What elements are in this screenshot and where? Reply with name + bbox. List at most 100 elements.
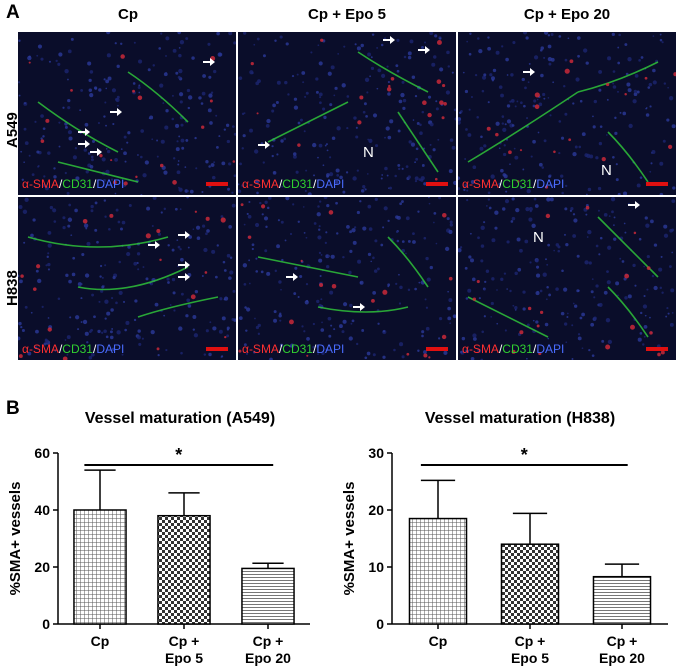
y-tick-label: 20 xyxy=(34,559,50,575)
scale-bar xyxy=(206,182,228,186)
column-header-cp: Cp xyxy=(118,6,138,23)
micrograph-texture xyxy=(238,197,456,360)
y-tick-label: 0 xyxy=(42,616,50,632)
stain-part3: DAPI xyxy=(96,177,125,191)
micrograph-texture xyxy=(458,197,676,360)
white-arrow-icon xyxy=(90,148,102,156)
micrograph-a549-cp: α-SMA/CD31/DAPI xyxy=(18,32,236,195)
stain-legend: α-SMA/CD31/DAPI xyxy=(22,177,124,191)
micrograph-h838-epo20: N α-SMA/CD31/DAPI xyxy=(458,197,676,360)
stain-part2: CD31 xyxy=(502,177,533,191)
stain-legend: α-SMA/CD31/DAPI xyxy=(242,342,344,356)
stain-part2: CD31 xyxy=(282,342,313,356)
significance-star: * xyxy=(521,445,528,465)
bar xyxy=(408,517,468,625)
x-tick-label: Epo 5 xyxy=(511,650,549,666)
scale-bar xyxy=(206,347,228,351)
stain-sep1: / xyxy=(498,342,503,356)
stain-legend: α-SMA/CD31/DAPI xyxy=(22,342,124,356)
white-arrow-icon xyxy=(203,58,215,66)
bar xyxy=(500,543,560,625)
white-arrow-icon xyxy=(258,141,270,149)
x-tick-label: Cp + xyxy=(253,633,284,649)
stain-legend: α-SMA/CD31/DAPI xyxy=(462,177,564,191)
necrosis-label: N xyxy=(533,229,544,246)
white-arrow-icon xyxy=(110,108,122,116)
y-tick-label: 20 xyxy=(368,502,384,518)
micrograph-a549-epo5: N α-SMA/CD31/DAPI xyxy=(238,32,456,195)
white-arrow-icon xyxy=(418,46,430,54)
stain-sep1: / xyxy=(498,177,503,191)
stain-part1: α-SMA xyxy=(462,342,499,356)
stain-sep2: / xyxy=(92,342,97,356)
x-tick-label: Epo 5 xyxy=(165,650,203,666)
y-axis-label: %SMA+ vessels xyxy=(341,482,358,596)
stain-part2: CD31 xyxy=(282,177,313,191)
stain-part1: α-SMA xyxy=(462,177,499,191)
bar xyxy=(73,509,127,625)
bar xyxy=(157,514,211,625)
x-tick-label: Cp + xyxy=(169,633,200,649)
bar xyxy=(592,575,652,625)
significance-star: * xyxy=(175,445,182,465)
y-tick-label: 40 xyxy=(34,502,50,518)
scale-bar xyxy=(426,347,448,351)
stain-part3: DAPI xyxy=(316,342,345,356)
white-arrow-icon xyxy=(286,273,298,281)
stain-sep1: / xyxy=(278,177,283,191)
scale-bar xyxy=(646,347,668,351)
column-header-epo20: Cp + Epo 20 xyxy=(523,6,611,23)
scale-bar xyxy=(426,182,448,186)
white-arrow-icon xyxy=(78,140,90,148)
necrosis-label: N xyxy=(601,162,612,179)
micrograph-a549-epo20: N α-SMA/CD31/DAPI xyxy=(458,32,676,195)
y-tick-label: 30 xyxy=(368,445,384,461)
stain-sep1: / xyxy=(278,342,283,356)
y-tick-label: 60 xyxy=(34,445,50,461)
micrograph-h838-cp: α-SMA/CD31/DAPI xyxy=(18,197,236,360)
white-arrow-icon xyxy=(148,241,160,249)
stain-part2: CD31 xyxy=(62,177,93,191)
stain-sep1: / xyxy=(58,177,63,191)
stain-part3: DAPI xyxy=(316,177,345,191)
stain-part1: α-SMA xyxy=(22,177,59,191)
scale-bar xyxy=(646,182,668,186)
stain-sep2: / xyxy=(532,342,537,356)
white-arrow-icon xyxy=(523,68,535,76)
micrograph-texture xyxy=(18,32,236,195)
stain-legend: α-SMA/CD31/DAPI xyxy=(462,342,564,356)
stain-sep2: / xyxy=(312,342,317,356)
stain-part3: DAPI xyxy=(96,342,125,356)
x-tick-label: Cp + xyxy=(515,633,546,649)
micrograph-texture xyxy=(458,32,676,195)
white-arrow-icon xyxy=(353,303,365,311)
stain-part1: α-SMA xyxy=(22,342,59,356)
necrosis-label: N xyxy=(363,144,374,161)
stain-sep2: / xyxy=(532,177,537,191)
x-tick-label: Cp xyxy=(429,633,448,649)
stain-part3: DAPI xyxy=(536,342,565,356)
white-arrow-icon xyxy=(628,201,640,209)
y-axis-label: %SMA+ vessels xyxy=(7,482,24,596)
y-tick-label: 10 xyxy=(368,559,384,575)
stain-part1: α-SMA xyxy=(242,342,279,356)
micrograph-texture xyxy=(238,32,456,195)
stain-sep2: / xyxy=(92,177,97,191)
white-arrow-icon xyxy=(178,273,190,281)
column-header-epo5: Cp + Epo 5 xyxy=(308,6,386,23)
panel-b-letter: B xyxy=(6,398,20,419)
white-arrow-icon xyxy=(178,261,190,269)
bar xyxy=(241,567,295,625)
stain-part2: CD31 xyxy=(62,342,93,356)
x-tick-label: Epo 20 xyxy=(245,650,291,666)
x-tick-label: Cp xyxy=(91,633,110,649)
stain-part2: CD31 xyxy=(502,342,533,356)
x-tick-label: Epo 20 xyxy=(599,650,645,666)
stain-part3: DAPI xyxy=(536,177,565,191)
chart-title-h838: Vessel maturation (H838) xyxy=(424,410,616,427)
stain-sep1: / xyxy=(58,342,63,356)
white-arrow-icon xyxy=(383,36,395,44)
x-tick-label: Cp + xyxy=(607,633,638,649)
